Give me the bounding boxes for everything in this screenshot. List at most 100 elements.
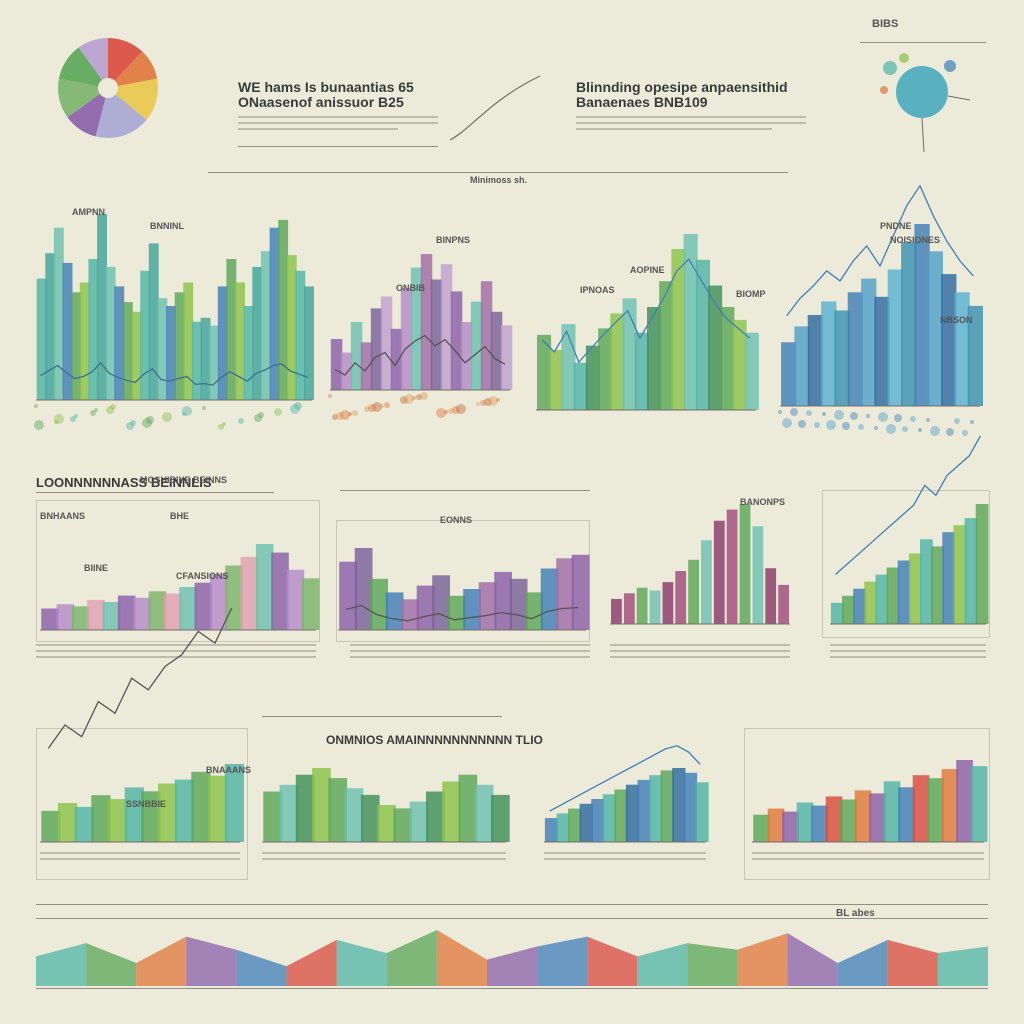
c4-splash-22 bbox=[954, 418, 960, 424]
header-center-caption: Minimoss sh. bbox=[470, 175, 528, 185]
c9-bar-12 bbox=[224, 764, 244, 842]
bar-chart-row1-1 bbox=[34, 214, 314, 430]
area-band-segment-14 bbox=[687, 943, 738, 986]
c7-bar-6 bbox=[675, 571, 687, 624]
c6-bar-1 bbox=[339, 561, 357, 630]
c1-splash-25 bbox=[94, 408, 98, 412]
c5-bar-14 bbox=[240, 556, 259, 630]
row1-label-10: NBSON bbox=[940, 315, 973, 325]
area-band-segment-4 bbox=[186, 936, 237, 986]
row2-rule-right bbox=[340, 490, 590, 491]
c10-bar-12 bbox=[442, 781, 461, 842]
c3-bar-7 bbox=[610, 313, 625, 410]
c9-bar-8 bbox=[158, 783, 178, 842]
c2-splash-11 bbox=[336, 412, 344, 420]
c2-bar-7 bbox=[390, 328, 403, 390]
c4-splash-6 bbox=[962, 430, 968, 436]
c2-splash-17 bbox=[380, 404, 384, 408]
c3-bar-8 bbox=[622, 298, 637, 410]
c1-bar-26 bbox=[252, 266, 263, 400]
c4-splash-14 bbox=[858, 424, 864, 430]
row2-notes-2 bbox=[350, 644, 590, 662]
header-right-title-1: Blinnding opesipe anpaensithid bbox=[576, 79, 788, 95]
c5-bar-1 bbox=[41, 608, 59, 630]
pie-slice-4 bbox=[95, 88, 147, 138]
c4-splash-21 bbox=[918, 428, 922, 432]
c2-splash-15 bbox=[484, 398, 492, 406]
c11-bar-4 bbox=[579, 803, 593, 842]
c10-bar-4 bbox=[312, 768, 331, 842]
header-trend-line bbox=[449, 75, 541, 141]
c1-trend-line bbox=[39, 361, 308, 386]
c11-bar-11 bbox=[660, 770, 674, 842]
c2-splash-12 bbox=[372, 402, 382, 412]
c6-bar-11 bbox=[494, 571, 512, 630]
area-band-chart bbox=[36, 930, 988, 986]
c4-splash-26 bbox=[902, 426, 908, 432]
c10-bar-2 bbox=[279, 784, 299, 842]
c6-bar-2 bbox=[354, 548, 373, 630]
c1-splash-15 bbox=[274, 408, 282, 416]
area-band-segment-9 bbox=[436, 930, 487, 986]
c11-bar-10 bbox=[649, 775, 663, 842]
c1-bar-10 bbox=[114, 286, 125, 400]
area-band-segment-8 bbox=[386, 930, 437, 986]
c1-bar-32 bbox=[304, 286, 314, 400]
row4-rule-mid bbox=[36, 918, 988, 919]
row2-label-5: CFANSIONS bbox=[176, 571, 229, 581]
c4-bar-5 bbox=[834, 310, 850, 406]
c8-bar-13 bbox=[964, 518, 978, 624]
c10-bar-10 bbox=[409, 801, 429, 842]
c4-bar-14 bbox=[954, 292, 970, 407]
c12-bar-11 bbox=[898, 787, 915, 842]
c5-bar-8 bbox=[148, 591, 167, 630]
c1-splash-7 bbox=[254, 414, 262, 422]
c1-splash-10 bbox=[90, 410, 96, 416]
pie-slice-5 bbox=[67, 88, 108, 137]
row2-subtitle: MOSHIBIYE BEINNS bbox=[140, 475, 228, 485]
header-left-body-lines bbox=[238, 116, 438, 134]
c7-bar-10 bbox=[726, 509, 738, 624]
c6-trend-line bbox=[345, 604, 579, 622]
c4-bar-3 bbox=[807, 315, 823, 406]
c7-bar-5 bbox=[662, 582, 674, 624]
c2-bar-5 bbox=[370, 308, 383, 390]
c9-bar-10 bbox=[191, 771, 211, 842]
c2-splash-9 bbox=[444, 410, 448, 414]
c8-bar-1 bbox=[830, 602, 844, 624]
c1-splash-12 bbox=[162, 412, 172, 422]
c4-bar-8 bbox=[874, 296, 890, 406]
c4-splash-11 bbox=[946, 428, 954, 436]
c1-bar-31 bbox=[295, 270, 306, 400]
area-band-segment-5 bbox=[236, 949, 287, 986]
c5-bar-2 bbox=[56, 604, 75, 630]
c1-splash-21 bbox=[222, 422, 226, 426]
c4-splash-13 bbox=[822, 412, 826, 416]
c4-trend-line bbox=[786, 184, 974, 317]
c2-splash-18 bbox=[416, 394, 422, 400]
c9-bar-11 bbox=[208, 775, 228, 842]
c1-splash-20 bbox=[182, 406, 192, 416]
c2-bar-15 bbox=[470, 301, 483, 390]
row2-notes-1 bbox=[36, 644, 316, 662]
c12-bar-13 bbox=[927, 778, 944, 842]
c6-bar-8 bbox=[447, 595, 466, 630]
row3-notes-3 bbox=[544, 852, 706, 864]
c6-bar-15 bbox=[556, 558, 574, 631]
c1-splash-3 bbox=[106, 406, 114, 414]
row2-frame-2 bbox=[336, 520, 590, 642]
c1-bar-27 bbox=[260, 251, 271, 400]
area-band-segment-2 bbox=[86, 943, 137, 986]
c7-bar-2 bbox=[623, 593, 635, 624]
c8-bar-10 bbox=[931, 546, 944, 624]
c1-bar-6 bbox=[79, 282, 90, 400]
c2-bar-1 bbox=[330, 339, 343, 390]
c1-bar-11 bbox=[122, 302, 133, 400]
c12-bar-10 bbox=[883, 781, 901, 842]
c6-bar-10 bbox=[478, 582, 497, 630]
c5-bar-10 bbox=[179, 587, 197, 630]
c11-bar-9 bbox=[637, 779, 651, 842]
row4-rule-bottom bbox=[36, 988, 988, 989]
c8-bar-6 bbox=[886, 567, 900, 624]
c2-bar-17 bbox=[490, 311, 503, 390]
